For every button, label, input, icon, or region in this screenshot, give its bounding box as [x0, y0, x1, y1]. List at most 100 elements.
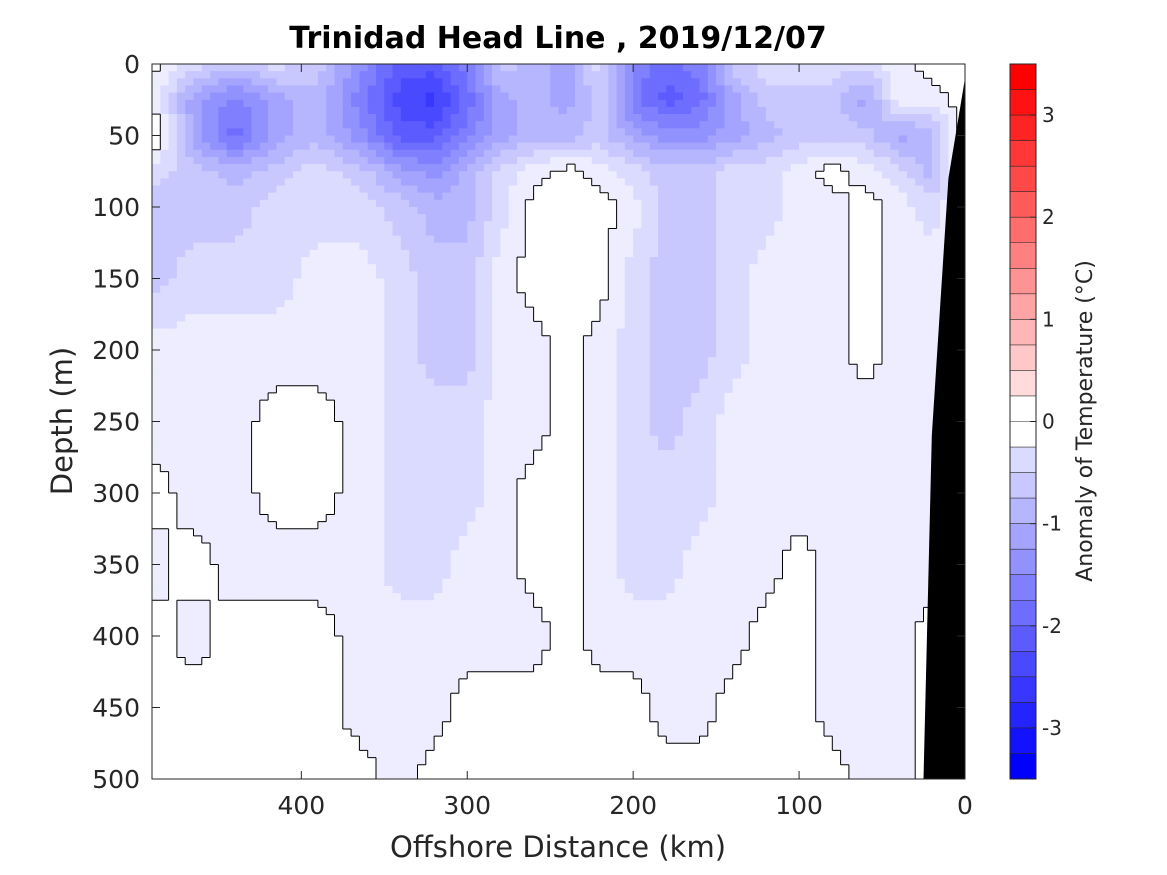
heatmap-cell: [724, 335, 734, 344]
heatmap-cell: [185, 199, 195, 208]
heatmap-cell: [541, 149, 551, 158]
heatmap-cell: [351, 221, 360, 230]
heatmap-cell: [284, 414, 294, 423]
heatmap-cell: [533, 64, 543, 72]
heatmap-cell: [168, 314, 178, 322]
heatmap-cell: [873, 335, 883, 344]
heatmap-cell: [185, 321, 195, 330]
heatmap-cell: [890, 264, 900, 272]
heatmap-cell: [259, 128, 269, 137]
heatmap-cell: [583, 400, 593, 408]
heatmap-cell: [467, 156, 477, 165]
heatmap-cell: [807, 328, 817, 337]
heatmap-cell: [152, 178, 161, 187]
heatmap-cell: [152, 192, 161, 201]
heatmap-cell: [848, 350, 858, 358]
heatmap-cell: [682, 178, 692, 187]
heatmap-cell: [857, 178, 867, 187]
heatmap-cell: [334, 214, 344, 222]
heatmap-cell: [176, 99, 186, 108]
heatmap-cell: [160, 414, 170, 423]
heatmap-cell: [799, 271, 808, 280]
heatmap-cell: [583, 128, 593, 137]
heatmap-cell: [525, 192, 535, 201]
heatmap-cell: [956, 78, 966, 87]
heatmap-cell: [492, 142, 502, 151]
heatmap-cell: [168, 392, 178, 401]
heatmap-cell: [367, 171, 377, 179]
heatmap-cell: [417, 121, 427, 129]
heatmap-cell: [293, 64, 302, 72]
heatmap-cell: [442, 199, 452, 208]
heatmap-cell: [508, 278, 518, 287]
heatmap-cell: [915, 235, 925, 244]
heatmap-cell: [268, 171, 278, 179]
heatmap-cell: [591, 135, 601, 144]
heatmap-cell: [666, 421, 676, 430]
heatmap-cell: [790, 185, 800, 194]
heatmap-cell: [442, 371, 452, 380]
heatmap-cell: [367, 264, 377, 272]
heatmap-cell: [201, 242, 211, 251]
heatmap-cell: [483, 207, 493, 215]
heatmap-cell: [483, 378, 493, 387]
heatmap-cell: [259, 328, 269, 337]
heatmap-cell: [193, 271, 203, 280]
heatmap-cell: [782, 400, 792, 408]
heatmap-cell: [268, 114, 278, 122]
heatmap-cell: [458, 249, 468, 258]
heatmap-cell: [649, 407, 659, 415]
heatmap-cell: [741, 400, 750, 408]
heatmap-cell: [865, 135, 875, 144]
heatmap-cell: [475, 185, 485, 194]
heatmap-cell: [317, 292, 327, 301]
heatmap-cell: [865, 242, 875, 251]
heatmap-cell: [815, 407, 825, 415]
heatmap-cell: [276, 307, 286, 315]
heatmap-cell: [210, 249, 219, 258]
heatmap-cell: [931, 99, 941, 108]
heatmap-cell: [276, 99, 286, 108]
heatmap-cell: [367, 285, 377, 294]
heatmap-cell: [591, 285, 601, 294]
heatmap-cell: [749, 78, 759, 87]
heatmap-cell: [724, 357, 734, 365]
heatmap-cell: [923, 285, 933, 294]
heatmap-cell: [840, 214, 850, 222]
heatmap-cell: [674, 414, 684, 423]
heatmap-cell: [276, 71, 286, 79]
heatmap-cell: [409, 85, 419, 94]
heatmap-cell: [434, 106, 443, 115]
heatmap-cell: [367, 299, 377, 308]
heatmap-cell: [707, 192, 717, 201]
heatmap-cell: [599, 257, 609, 265]
heatmap-cell: [392, 99, 402, 108]
heatmap-cell: [749, 192, 759, 201]
heatmap-cell: [906, 414, 916, 423]
heatmap-cell: [799, 164, 808, 172]
heatmap-cell: [906, 400, 916, 408]
heatmap-cell: [882, 71, 891, 79]
heatmap-cell: [243, 392, 253, 401]
heatmap-cell: [152, 292, 161, 301]
heatmap-cell: [259, 364, 269, 373]
heatmap-cell: [193, 142, 203, 151]
heatmap-cell: [741, 299, 750, 308]
heatmap-cell: [425, 149, 435, 158]
heatmap-cell: [923, 414, 933, 423]
heatmap-cell: [591, 85, 601, 94]
heatmap-cell: [276, 192, 286, 201]
heatmap-cell: [550, 342, 560, 351]
heatmap-cell: [384, 342, 394, 351]
heatmap-cell: [342, 350, 352, 358]
heatmap-cell: [533, 178, 543, 187]
heatmap-cell: [342, 249, 352, 258]
heatmap-cell: [591, 235, 601, 244]
heatmap-cell: [442, 142, 452, 151]
heatmap-cell: [823, 156, 833, 165]
heatmap-cell: [732, 278, 742, 287]
heatmap-cell: [417, 271, 427, 280]
heatmap-cell: [533, 364, 543, 373]
heatmap-cell: [160, 149, 170, 158]
heatmap-cell: [475, 321, 485, 330]
